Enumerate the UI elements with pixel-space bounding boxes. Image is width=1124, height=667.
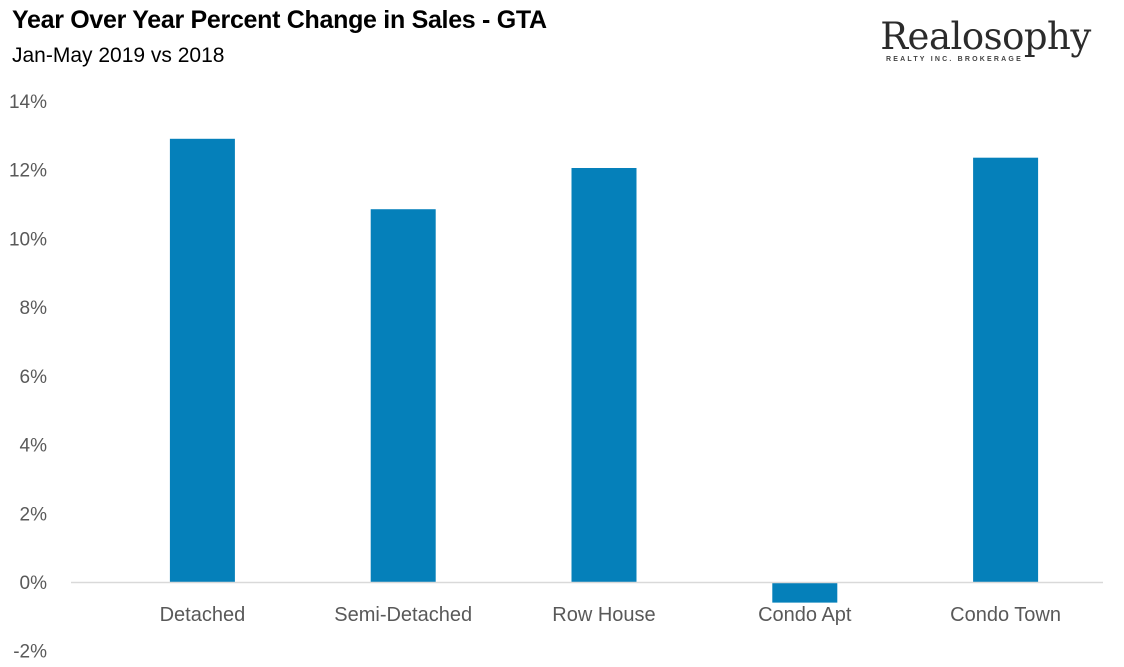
y-tick-label: 10%	[9, 229, 47, 250]
x-category-label: Condo Apt	[758, 604, 852, 626]
y-axis-ticks: -2% 0% 2% 4% 6% 8% 10% 12% 14%	[9, 92, 47, 663]
x-category-label: Condo Town	[950, 604, 1061, 626]
y-tick-label: 2%	[20, 504, 48, 525]
bar-semi-detached	[370, 209, 436, 582]
y-tick-label: 12%	[9, 161, 47, 182]
y-tick-label: 0%	[20, 573, 48, 594]
chart-subtitle: Jan-May 2019 vs 2018	[12, 44, 225, 67]
x-category-label: Semi-Detached	[334, 604, 472, 626]
x-category-label: Row House	[552, 604, 655, 626]
x-axis-labels: Detached Semi-Detached Row House Condo Apt C…	[160, 604, 1061, 626]
y-tick-label: -2%	[13, 642, 47, 663]
bar-condo-apt	[772, 582, 838, 603]
y-tick-label: 6%	[20, 367, 48, 388]
bar-detached	[169, 138, 235, 583]
bar-row-house	[571, 167, 637, 582]
bars	[169, 138, 1039, 603]
bar-condo-town	[973, 157, 1039, 583]
logo-tagline: REALTY INC. BROKERAGE	[886, 56, 1023, 63]
chart-title: Year Over Year Percent Change in Sales -…	[12, 6, 547, 34]
logo-wordmark: Realosophy	[880, 15, 1091, 58]
brand-logo: Realosophy REALTY INC. BROKERAGE	[878, 15, 1093, 64]
y-tick-label: 4%	[20, 436, 48, 457]
x-category-label: Detached	[160, 604, 246, 626]
y-tick-label: 14%	[9, 92, 47, 113]
y-tick-label: 8%	[20, 298, 48, 319]
